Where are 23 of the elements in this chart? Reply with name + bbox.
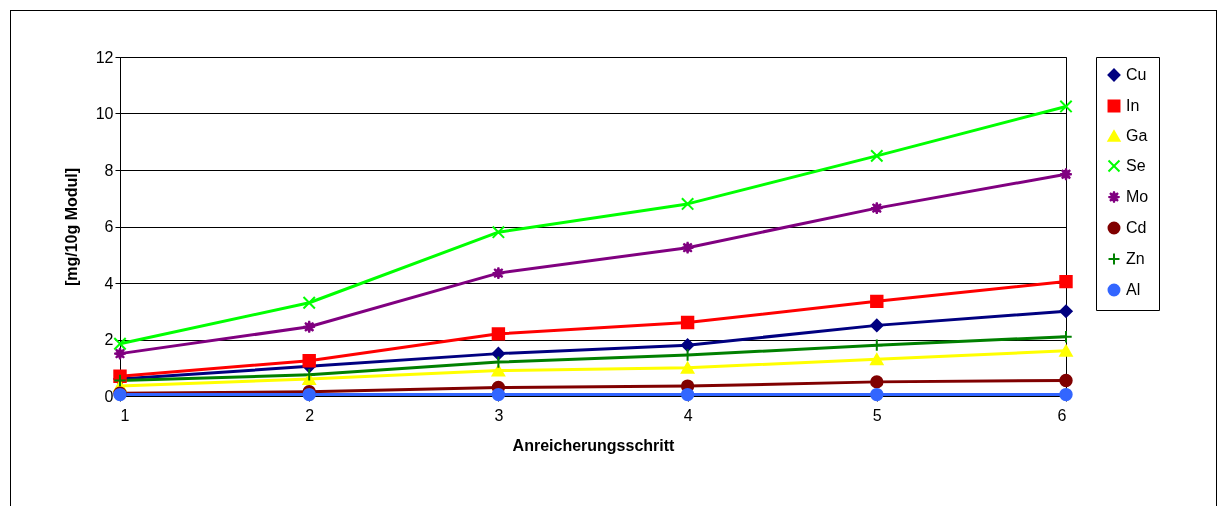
y-tick-label: 8 [104,161,114,179]
x-tick-label: 6 [1057,406,1067,424]
legend-label: Mo [1126,188,1149,205]
y-tick-label: 2 [104,331,114,348]
legend-label: Al [1126,281,1141,298]
legend-label: Se [1126,157,1146,174]
y-tick-label: 12 [95,48,114,66]
y-axis-title: [mg/10g Modul] [62,167,80,287]
x-axis-title: Anreicherungsschritt [512,436,676,454]
x-tick-label: 3 [494,406,504,424]
y-tick-label: 6 [104,218,114,235]
legend-label: Cd [1126,219,1147,236]
x-tick-label: 4 [683,406,693,424]
legend-label: Zn [1126,250,1145,267]
y-tick-label: 0 [104,387,114,405]
y-tick-label: 4 [104,274,114,292]
legend-label: Ga [1126,127,1148,144]
x-tick-label: 1 [120,406,130,424]
x-tick-label: 5 [872,406,882,424]
legend-label: In [1126,97,1140,114]
y-tick-label: 10 [95,105,114,122]
legend-label: Cu [1126,66,1147,83]
x-tick-label: 2 [305,406,315,424]
